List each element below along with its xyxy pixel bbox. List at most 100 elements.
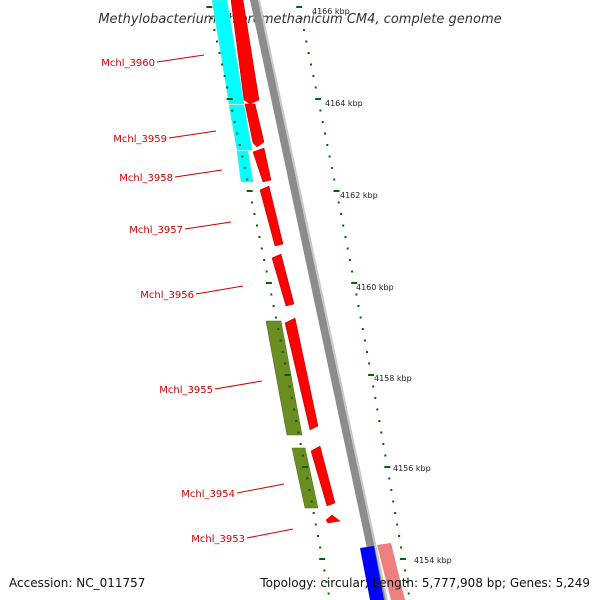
tick-mark [327, 592, 330, 595]
tick-mark [253, 213, 256, 215]
gene-label[interactable]: Mchl_3960 [101, 58, 155, 69]
tick-mark [272, 305, 275, 307]
tick-mark [301, 454, 304, 457]
tick-mark [399, 558, 406, 560]
tick-mark [355, 293, 358, 296]
tick-mark [288, 385, 291, 388]
gene-arrow-mchl-3953[interactable] [325, 514, 341, 524]
tick-mark [243, 167, 246, 169]
tick-mark [351, 270, 354, 273]
tick-mark [223, 75, 226, 77]
tick-mark [363, 339, 366, 342]
tick-mark [307, 52, 310, 54]
tick-mark [346, 247, 349, 250]
tick-mark [314, 523, 317, 526]
tick-mark [325, 581, 328, 583]
ruler-label: 4164 kbp [325, 99, 363, 108]
tick-mark [396, 523, 399, 526]
tick-mark [258, 236, 261, 238]
ruler-label: 4166 kbp [312, 7, 350, 16]
tick-mark [348, 259, 351, 261]
tick-mark [260, 247, 263, 250]
tick-mark [342, 224, 345, 227]
tick-mark [226, 86, 229, 89]
tick-mark [324, 132, 326, 135]
tick-mark [251, 201, 254, 204]
tick-mark [405, 581, 408, 583]
tick-mark [281, 351, 284, 353]
gene-labels: Mchl_3960 Mchl_3959 Mchl_3958 Mchl_3957 … [101, 54, 294, 545]
gene-label[interactable]: Mchl_3957 [129, 225, 183, 236]
tick-mark [319, 558, 326, 560]
gene-arrow-mchl-3960[interactable] [230, 0, 260, 105]
tick-mark [312, 512, 315, 514]
tick-mark [317, 535, 319, 537]
ruler-label: 4160 kbp [356, 283, 394, 292]
leader-line [236, 483, 285, 494]
tick-mark [398, 535, 401, 537]
tick-mark [403, 569, 406, 572]
cog-bar-cyan-mid [228, 104, 253, 151]
tick-mark [310, 63, 312, 66]
gene-arrow-mchl-3956[interactable] [271, 253, 295, 307]
gene-arrow-mchl-3959[interactable] [244, 103, 265, 148]
tick-mark [359, 316, 362, 319]
tick-mark [312, 75, 315, 77]
gene-arrow-mchl-3955[interactable] [284, 317, 319, 431]
tick-mark [407, 592, 410, 595]
tick-mark [226, 98, 233, 100]
tick-mark [263, 259, 266, 261]
tick-mark [328, 155, 331, 158]
gene-label[interactable]: Mchl_3958 [119, 173, 173, 184]
tick-mark [241, 155, 244, 158]
tick-mark [297, 431, 300, 434]
leader-line [184, 221, 232, 230]
tick-mark [305, 40, 308, 43]
tick-mark [361, 328, 364, 330]
tick-mark [372, 385, 375, 388]
leader-line [156, 54, 205, 63]
tick-mark [213, 29, 216, 31]
tick-mark [238, 144, 241, 146]
gene-label[interactable]: Mchl_3959 [113, 134, 167, 145]
tick-mark [384, 466, 391, 468]
tick-mark [306, 477, 309, 480]
tick-mark [384, 454, 387, 457]
cog-bar-cyan-low [236, 150, 254, 183]
tick-mark [308, 489, 311, 491]
tick-mark [310, 500, 313, 503]
leader-line [214, 380, 263, 390]
gene-arrow-mchl-3954[interactable] [310, 445, 336, 507]
tick-mark [296, 6, 303, 8]
gene-arrow-mchl-3957[interactable] [259, 185, 284, 247]
tick-mark [303, 29, 305, 31]
tick-mark [340, 213, 342, 215]
tick-mark [290, 397, 293, 399]
leader-line [168, 130, 217, 139]
leader-line [174, 169, 223, 178]
gene-arrow-mchl-3958[interactable] [252, 147, 272, 183]
tick-mark [300, 17, 303, 20]
tick-mark [218, 52, 221, 54]
tick-mark [277, 328, 280, 330]
cog-bar-olive-3954 [291, 447, 319, 509]
tick-mark [221, 63, 224, 66]
tick-mark [333, 190, 340, 192]
tick-mark [394, 512, 397, 514]
tick-mark [357, 305, 360, 307]
tick-mark [284, 374, 291, 376]
tick-mark [378, 420, 381, 422]
gene-label[interactable]: Mchl_3956 [140, 290, 194, 301]
tick-mark [293, 408, 296, 411]
tick-mark [299, 443, 302, 445]
tick-mark [368, 362, 371, 365]
ruler-label: 4158 kbp [374, 374, 412, 383]
gene-label[interactable]: Mchl_3953 [191, 534, 245, 545]
gene-label[interactable]: Mchl_3955 [159, 385, 213, 396]
gene-label[interactable]: Mchl_3954 [181, 489, 235, 500]
tick-mark [236, 132, 239, 135]
tick-mark [319, 546, 322, 549]
tick-mark [392, 500, 395, 503]
cog-bar-pink [377, 543, 405, 600]
tick-mark [279, 339, 282, 342]
